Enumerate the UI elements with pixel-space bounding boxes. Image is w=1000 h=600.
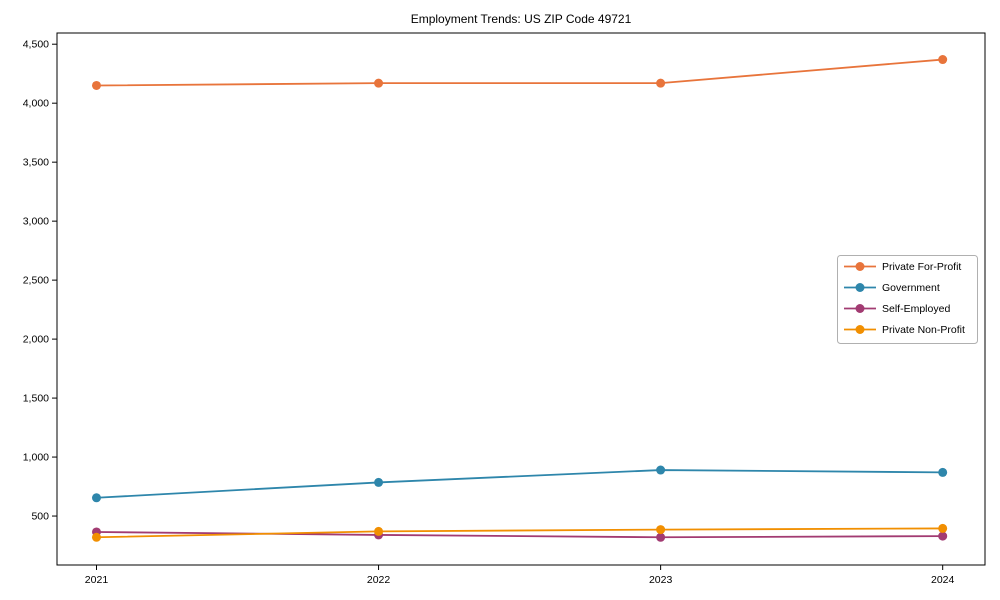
y-tick-label: 2,000	[23, 334, 49, 346]
series-marker-government	[374, 477, 384, 487]
series-line-private-non-profit	[96, 527, 943, 539]
series-marker-private-non-profit	[374, 526, 384, 536]
plot-area: 500 1,000 1,500 2,000 2,500 3,000 3,500 4,000 4,…	[23, 32, 986, 586]
legend-label: Private For-Profit	[882, 261, 961, 273]
series-marker-government	[656, 465, 666, 475]
legend-sample-marker	[855, 325, 865, 334]
legend-label: Government	[882, 282, 940, 294]
x-tick-label: 2024	[931, 574, 955, 586]
legend-sample-marker	[855, 304, 865, 313]
series-marker-private-for-profit	[656, 78, 666, 88]
legend-sample-marker	[855, 283, 865, 292]
y-tick-label: 3,000	[23, 216, 49, 228]
series-marker-private-non-profit	[656, 525, 666, 535]
x-tick-label: 2022	[367, 574, 391, 586]
series-marker-private-non-profit	[91, 532, 101, 542]
series-marker-private-for-profit	[91, 80, 101, 90]
series-marker-self-employed	[938, 531, 948, 541]
legend-box	[837, 255, 978, 344]
y-tick-label: 1,500	[23, 393, 49, 405]
x-tick-label: 2023	[649, 574, 673, 586]
series-marker-self-employed	[656, 532, 666, 542]
y-tick-label: 4,500	[23, 39, 49, 51]
series-marker-government	[938, 467, 948, 477]
series-marker-private-non-profit	[938, 523, 948, 533]
y-tick-label: 4,000	[23, 98, 49, 110]
y-tick-label: 500	[31, 511, 49, 523]
x-tick-label: 2021	[85, 574, 109, 586]
series-line-government	[96, 469, 943, 499]
plot-border	[56, 32, 986, 566]
series-marker-private-for-profit	[374, 78, 384, 88]
series-line-private-for-profit	[96, 58, 943, 87]
y-tick-label: 1,000	[23, 452, 49, 464]
legend-label: Private Non-Profit	[882, 324, 965, 336]
y-tick-label: 2,500	[23, 275, 49, 287]
series-marker-private-for-profit	[938, 55, 948, 65]
series-marker-government	[91, 493, 101, 503]
y-tick-label: 3,500	[23, 157, 49, 169]
legend-label: Self-Employed	[882, 303, 950, 315]
chart-title: Employment Trends: US ZIP Code 49721	[411, 12, 632, 26]
legend-sample-marker	[855, 262, 865, 271]
